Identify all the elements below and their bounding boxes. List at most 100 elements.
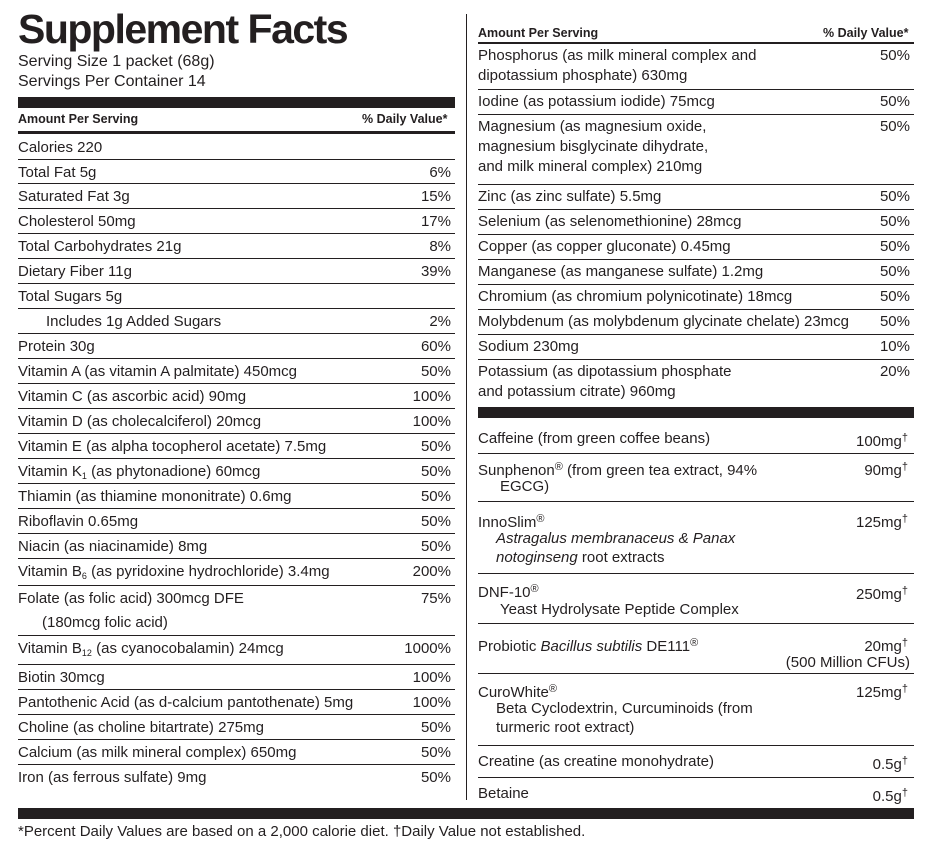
mineral-name-line: magnesium bisglycinate dihydrate, [478, 138, 709, 155]
creatine-name: Creatine (as creatine monohydrate) [478, 753, 714, 770]
betaine-row: Betaine 0.5g† [478, 778, 914, 808]
nutrient-name: Saturated Fat 3g [18, 188, 130, 205]
nutrient-name: Vitamin B12 (as cyanocobalamin) 24mcg [18, 640, 284, 658]
daily-value: 100% [412, 388, 451, 405]
calories-row: Calories 220 [18, 134, 455, 160]
nutrient-name: Choline (as choline bitartrate) 275mg [18, 719, 264, 736]
nutrient-row: Riboflavin 0.65mg 50% [18, 509, 455, 534]
nutrient-name: Total Carbohydrates 21g [18, 238, 182, 255]
daily-value: 17% [420, 213, 451, 230]
daily-value: 50% [879, 188, 910, 205]
mineral-row: Phosphorus (as milk mineral complex and d… [478, 44, 914, 90]
nutrient-row: Vitamin E (as alpha tocopherol acetate) … [18, 434, 455, 459]
creatine-amount: 0.5g† [872, 755, 908, 773]
nutrient-row: Total Sugars 5g [18, 284, 455, 309]
serving-size: Serving Size 1 packet (68g) [18, 53, 215, 70]
daily-value: 50% [879, 313, 910, 330]
right-mineral-list: Phosphorus (as milk mineral complex and d… [478, 44, 914, 404]
right-header-dv: % Daily Value* [823, 26, 909, 40]
nutrient-name: Vitamin E (as alpha tocopherol acetate) … [18, 438, 327, 455]
sunphenon-row: Sunphenon® (from green tea extract, 94% … [478, 454, 914, 502]
nutrient-row: Protein 30g 60% [18, 334, 455, 359]
left-header-amount: Amount Per Serving [18, 112, 139, 126]
mineral-name-line: Chromium (as chromium polynicotinate) 18… [478, 288, 793, 305]
nutrient-name: Iron (as ferrous sulfate) 9mg [18, 769, 207, 786]
daily-value: 50% [420, 513, 451, 530]
mineral-row: Iodine (as potassium iodide) 75mcg 50% [478, 90, 914, 115]
innoslim-line3: notoginseng root extracts [496, 549, 665, 566]
dnf10-line2: Yeast Hydrolysate Peptide Complex [500, 601, 739, 618]
nutrient-name: Vitamin K1 (as phytonadione) 60mcg [18, 463, 261, 481]
nutrient-row: Includes 1g Added Sugars 2% [18, 309, 455, 334]
innoslim-amount: 125mg† [856, 513, 908, 531]
mineral-name-line: Magnesium (as magnesium oxide, [478, 118, 707, 135]
nutrient-name: Biotin 30mcg [18, 669, 105, 686]
creatine-row: Creatine (as creatine monohydrate) 0.5g† [478, 746, 914, 778]
sunphenon-amount: 90mg† [864, 461, 908, 479]
nutrient-row: Vitamin K1 (as phytonadione) 60mcg 50% [18, 459, 455, 484]
mineral-name-line: Copper (as copper gluconate) 0.45mg [478, 238, 731, 255]
mineral-name-line: and milk mineral complex) 210mg [478, 158, 703, 175]
probiotic-row: Probiotic Bacillus subtilis DE111® 20mg†… [478, 624, 914, 674]
daily-value: 60% [420, 338, 451, 355]
daily-value: 200% [412, 563, 451, 580]
nutrient-row: Vitamin A (as vitamin A palmitate) 450mc… [18, 359, 455, 384]
servings-per-container: Servings Per Container 14 [18, 73, 206, 90]
probiotic-name: Probiotic Bacillus subtilis DE111® [478, 637, 699, 655]
mineral-row: Copper (as copper gluconate) 0.45mg 50% [478, 235, 914, 260]
nutrient-row: Cholesterol 50mg 17% [18, 209, 455, 234]
curowhite-amount: 125mg† [856, 683, 908, 701]
daily-value: 50% [420, 769, 451, 786]
left-header-dv: % Daily Value* [362, 112, 448, 126]
mineral-row: Selenium (as selenomethionine) 28mcg 50% [478, 210, 914, 235]
probiotic-cfu: (500 Million CFUs) [785, 654, 910, 671]
nutrient-name: Riboflavin 0.65mg [18, 513, 139, 530]
dnf10-name: DNF-10® [478, 583, 539, 601]
right-thick-bar [478, 407, 914, 418]
column-divider [466, 14, 467, 800]
nutrient-name: Protein 30g [18, 338, 95, 355]
innoslim-name: InnoSlim® [478, 513, 545, 531]
daily-value: 50% [420, 744, 451, 761]
mineral-name-line: Potassium (as dipotassium phosphate [478, 363, 732, 380]
daily-value: 8% [429, 238, 451, 255]
nutrient-name: Thiamin (as thiamine mononitrate) 0.6mg [18, 488, 292, 505]
nutrient-name: Vitamin B6 (as pyridoxine hydrochloride)… [18, 563, 330, 581]
daily-value: 50% [879, 288, 910, 305]
caffeine-name: Caffeine (from green coffee beans) [478, 430, 711, 447]
mineral-name-line: Manganese (as manganese sulfate) 1.2mg [478, 263, 764, 280]
nutrient-name: Total Sugars 5g [18, 288, 123, 305]
bottom-thick-bar [18, 808, 914, 819]
mineral-row: Molybdenum (as molybdenum glycinate chel… [478, 310, 914, 335]
daily-value: 15% [420, 188, 451, 205]
daily-value: 50% [879, 47, 910, 64]
proprietary-list: Caffeine (from green coffee beans) 100mg… [478, 418, 914, 808]
nutrient-row: Total Fat 5g 6% [18, 160, 455, 184]
daily-value: 39% [420, 263, 451, 280]
nutrient-row: Iron (as ferrous sulfate) 9mg 50% [18, 765, 455, 789]
curowhite-row: CuroWhite® Beta Cyclodextrin, Curcuminoi… [478, 674, 914, 746]
mineral-name-line: Iodine (as potassium iodide) 75mcg [478, 93, 715, 110]
nutrient-row: Vitamin D (as cholecalciferol) 20mcg 100% [18, 409, 455, 434]
footnote: *Percent Daily Values are based on a 2,0… [18, 823, 586, 840]
caffeine-amount: 100mg† [856, 432, 908, 450]
dnf10-row: DNF-10® Yeast Hydrolysate Peptide Comple… [478, 574, 914, 624]
mineral-name-line: dipotassium phosphate) 630mg [478, 67, 688, 84]
betaine-name: Betaine [478, 785, 529, 802]
daily-value: 20% [879, 363, 910, 380]
daily-value: 100% [412, 413, 451, 430]
nutrient-name: Dietary Fiber 11g [18, 263, 132, 280]
right-header-amount: Amount Per Serving [478, 26, 599, 40]
mineral-row: Chromium (as chromium polynicotinate) 18… [478, 285, 914, 310]
daily-value: 1000% [404, 640, 451, 657]
daily-value: 50% [420, 363, 451, 380]
nutrient-row: Saturated Fat 3g 15% [18, 184, 455, 209]
mineral-name-line: Zinc (as zinc sulfate) 5.5mg [478, 188, 662, 205]
mineral-name-line: and potassium citrate) 960mg [478, 383, 676, 400]
curowhite-line2: Beta Cyclodextrin, Curcuminoids (from [496, 700, 753, 717]
mineral-row: Zinc (as zinc sulfate) 5.5mg 50% [478, 185, 914, 210]
daily-value: 50% [420, 538, 451, 555]
daily-value: 2% [429, 313, 451, 330]
nutrient-name: Includes 1g Added Sugars [46, 313, 222, 330]
mineral-row: Manganese (as manganese sulfate) 1.2mg 50… [478, 260, 914, 285]
